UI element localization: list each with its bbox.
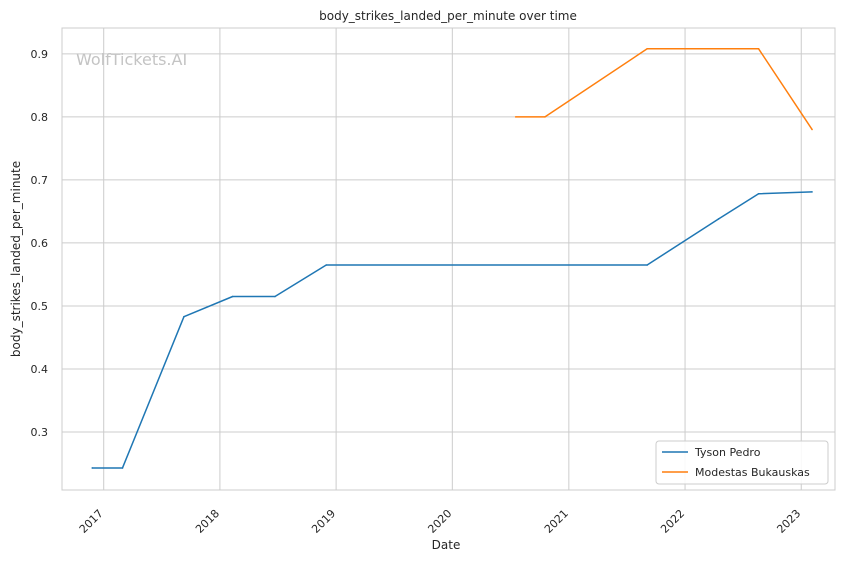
data-point <box>121 467 124 469</box>
data-point <box>717 218 720 220</box>
data-point <box>325 264 328 266</box>
data-point <box>544 116 546 118</box>
data-point <box>757 47 760 50</box>
plot-background <box>62 28 835 490</box>
series-line-0 <box>92 191 813 469</box>
legend-label-1: Modestas Bukauskas <box>695 466 810 479</box>
data-point <box>183 315 185 318</box>
data-point <box>811 191 813 193</box>
legend-label-0: Tyson Pedro <box>694 446 761 459</box>
y-tick-label: 0.8 <box>31 111 49 124</box>
x-tick-label: 2019 <box>309 507 338 536</box>
y-tick-label: 0.7 <box>31 174 49 187</box>
series-lines <box>91 47 813 469</box>
data-point <box>646 264 648 266</box>
grid <box>62 28 835 490</box>
data-point <box>757 192 760 195</box>
x-axis-ticks: 2017 2018 2019 2020 2021 2022 2023 <box>77 507 804 536</box>
x-tick-label: 2018 <box>193 507 222 536</box>
data-point <box>811 128 813 131</box>
x-tick-label: 2017 <box>77 507 106 536</box>
legend-box <box>655 440 829 485</box>
data-point <box>646 47 648 50</box>
data-point <box>274 295 276 298</box>
chart-title: body_strikes_landed_per_minute over time <box>319 9 577 23</box>
plot-frame <box>61 27 836 491</box>
data-point <box>231 295 234 298</box>
y-tick-label: 0.9 <box>31 48 49 61</box>
y-axis-ticks: 0.3 0.4 0.5 0.6 0.7 0.8 0.9 <box>31 48 49 439</box>
y-tick-label: 0.6 <box>31 237 49 250</box>
data-point <box>514 116 517 118</box>
data-point <box>91 467 94 469</box>
y-axis-label: body_strikes_landed_per_minute <box>9 161 23 357</box>
x-tick-label: 2020 <box>425 507 454 536</box>
y-tick-label: 0.5 <box>31 300 49 313</box>
y-tick-label: 0.4 <box>31 363 49 376</box>
legend: Tyson Pedro Modestas Bukauskas <box>655 440 829 485</box>
watermark: WolfTickets.AI <box>76 50 187 69</box>
x-tick-label: 2023 <box>774 507 803 536</box>
y-tick-label: 0.3 <box>31 426 49 439</box>
x-tick-label: 2021 <box>542 507 571 536</box>
x-axis-label: Date <box>432 538 461 552</box>
x-tick-label: 2022 <box>658 507 687 536</box>
